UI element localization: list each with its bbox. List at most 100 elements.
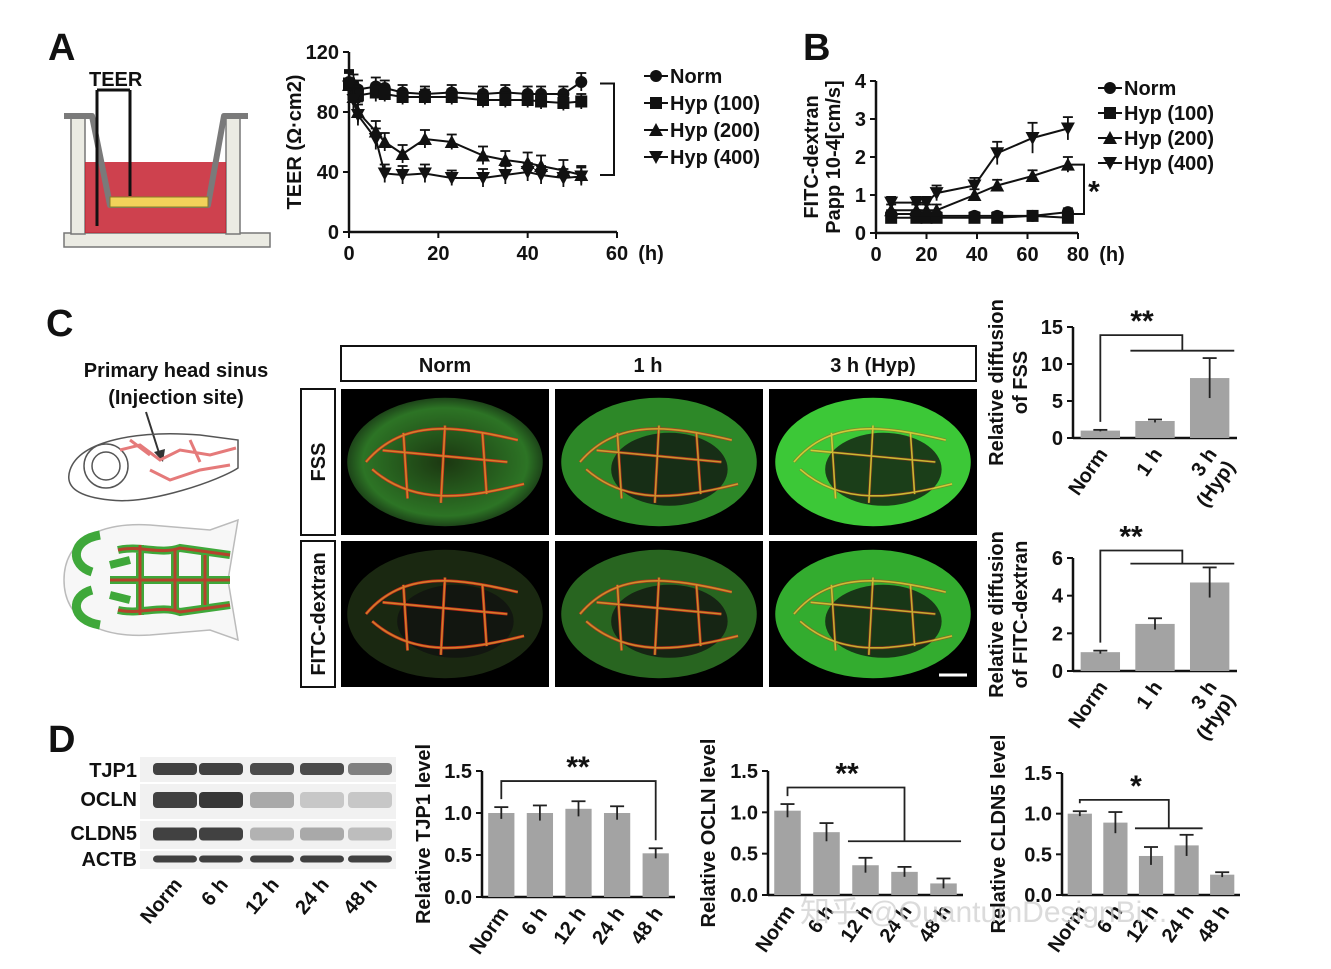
- blot-band-cldn5-1: [199, 827, 243, 841]
- fish-vessels-dorsal-red: [110, 545, 231, 615]
- blot-lane-label-4: 48 h: [339, 874, 382, 919]
- injection-site-label-line1: Primary head sinus: [84, 360, 269, 382]
- micro-image-5-vessels-yellow: [793, 577, 953, 655]
- teer-point-3-2: [350, 109, 365, 122]
- tjp1-bar-4: [642, 853, 669, 897]
- fish-eye-right-dorsal: [71, 585, 102, 630]
- teer-point-1-8: [477, 94, 489, 106]
- row-label-box-fss: [300, 388, 336, 536]
- teer-point-0-13: [575, 76, 588, 88]
- papp-y-tick-label-3: 3: [855, 109, 866, 131]
- fss-y-tick-label-0: 0: [1052, 428, 1063, 450]
- teer-y-tick-label-3: 120: [306, 42, 339, 64]
- fitc-x-tick-label-1: 1 h: [1132, 677, 1167, 713]
- papp-legend-label-1: Hyp (100): [1124, 103, 1214, 125]
- tjp1-x-tick-label-1: 6 h: [517, 903, 552, 939]
- cldn5-y-tick-label-3: 1.5: [1024, 763, 1052, 785]
- teer-legend-marker-3: [649, 151, 663, 164]
- papp-x-tick-label-4: 80: [1067, 244, 1089, 266]
- row-label-fss: FSS: [308, 443, 330, 482]
- fish-head-side-outline: [68, 433, 239, 502]
- fss-x-tick-label-0-line-0: Norm: [1064, 444, 1112, 499]
- papp-line-chart: 0 20 40 60 80 (h) 0 1 2 3 4 FITC-dextran Papp 10-4[c…: [801, 71, 1214, 266]
- tjp1-x-tick-label-4: 48 h: [627, 903, 668, 948]
- teer-point-1-12: [557, 97, 570, 109]
- blot-band-tjp1-2: [250, 763, 294, 775]
- panel-label-b: B: [803, 27, 830, 69]
- fish-eye-left-dorsal: [71, 530, 102, 577]
- teer-point-3-11: [534, 169, 549, 182]
- fss-bar-0: [1080, 430, 1121, 438]
- tjp1-x-tick-label-3-line-0: 24 h: [588, 903, 629, 948]
- blot-band-cldn5-2: [250, 827, 294, 841]
- papp-point-3-7: [1060, 122, 1075, 136]
- papp-x-tick-label-3: 60: [1016, 244, 1038, 266]
- teer-point-1-13: [575, 95, 588, 108]
- papp-point-2-7: [1060, 157, 1075, 171]
- teer-point-1-4: [378, 88, 391, 100]
- teer-point-2-7: [444, 135, 459, 148]
- microscopy-images: [341, 389, 977, 687]
- teer-point-3-1: [346, 94, 361, 107]
- cldn5-x-tick-label-4-line-0: 48 h: [1193, 901, 1234, 946]
- fish-vessels-side: [119, 438, 237, 482]
- column-header-norm: Norm: [419, 355, 471, 377]
- teer-x-tick-label-2: 40: [517, 243, 539, 265]
- teer-point-3-5: [395, 169, 410, 182]
- papp-x-unit-label: (h): [1099, 244, 1125, 266]
- papp-point-3-6: [1025, 132, 1040, 145]
- blot-lane-label-2: 12 h: [241, 874, 284, 919]
- cldn5-bar-4: [1210, 874, 1235, 895]
- blot-lane-labels: Norm 6 h 12 h 24 h 48 h: [136, 874, 381, 928]
- ocln-y-tick-label-0: 0.0: [730, 885, 758, 907]
- teer-legend-label-1: Hyp (100): [670, 93, 760, 115]
- blot-lane-label-0: Norm: [136, 874, 186, 928]
- watermark-text: 知乎 @QuantumDesignBi...: [800, 896, 1167, 929]
- blot-bands: [153, 763, 392, 863]
- papp-point-3-4: [967, 179, 982, 193]
- papp-y-tick-label-4: 4: [855, 71, 867, 93]
- tjp1-bar-3: [603, 813, 631, 897]
- tjp1-x-tick-label-3: 24 h: [588, 903, 629, 948]
- teer-legend-marker-2: [649, 123, 663, 136]
- tjp1-x-tick-label-1-line-0: 6 h: [517, 903, 552, 939]
- panel-label-d: D: [48, 719, 75, 761]
- fss-x-tick-label-2: 3 h(Hyp): [1174, 444, 1239, 511]
- papp-y-tick-label-1: 1: [855, 185, 866, 207]
- fss-x-tick-label-0: Norm: [1064, 444, 1112, 499]
- teer-point-2-4: [377, 135, 392, 148]
- blot-band-actb-4: [348, 855, 392, 863]
- fss-y-axis-label-1: of FSS: [1010, 351, 1032, 414]
- papp-legend-marker-0: [1104, 82, 1116, 94]
- blot-band-ocln-3: [300, 792, 344, 808]
- fitc-y-tick-label-1: 2: [1052, 623, 1063, 645]
- teer-legend-label-3: Hyp (400): [670, 147, 760, 169]
- teer-y-tick-label-0: 0: [328, 222, 339, 244]
- blot-band-tjp1-1: [199, 763, 243, 775]
- row-label-box-fitc: [300, 540, 336, 688]
- transwell-base: [63, 232, 271, 248]
- teer-point-2-9: [498, 153, 513, 166]
- papp-series-line-3: [891, 127, 1069, 204]
- papp-point-2-0: [884, 203, 899, 217]
- teer-significance-bracket: [600, 82, 615, 176]
- papp-point-3-3: [929, 187, 944, 201]
- blot-label-actb: ACTB: [81, 849, 137, 871]
- teer-y-axis-label-0: TEER (Ω·cm2): [284, 75, 306, 210]
- western-blot: TJP1 OCLN CLDN5 ACTB Norm 6 h 12 h 24 h 48 h: [70, 757, 396, 928]
- micro-image-2-dark-core: [825, 432, 942, 506]
- ocln-bar-4: [930, 883, 957, 895]
- imaging-column-header-box: [340, 345, 977, 382]
- fss-y-tick-label-3: 15: [1041, 317, 1063, 339]
- blot-label-cldn5: CLDN5: [70, 823, 137, 845]
- blot-band-actb-0: [153, 855, 197, 863]
- panel-label-c: C: [46, 303, 73, 345]
- blot-band-tjp1-0: [153, 763, 197, 775]
- papp-point-2-3: [929, 203, 944, 217]
- micro-image-1-vessels-yellow: [579, 425, 739, 503]
- ocln-bar-3: [891, 871, 918, 895]
- blot-band-ocln-4: [348, 792, 392, 808]
